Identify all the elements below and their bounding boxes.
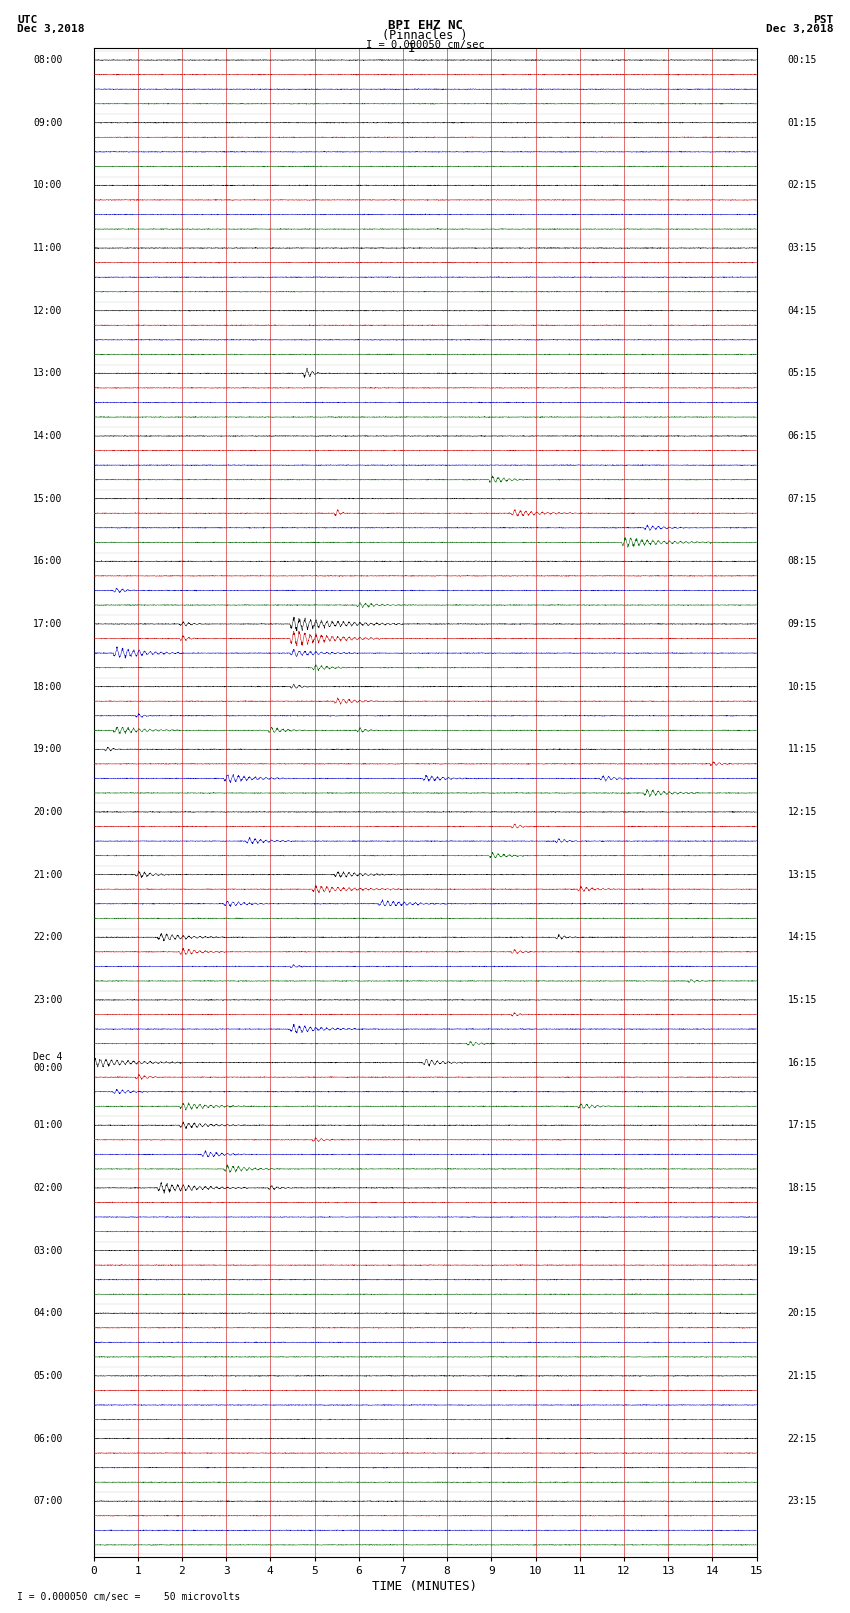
- Text: UTC: UTC: [17, 15, 37, 24]
- Text: 07:15: 07:15: [787, 494, 817, 503]
- Text: 22:00: 22:00: [33, 932, 63, 942]
- Text: 12:15: 12:15: [787, 806, 817, 816]
- Text: 15:15: 15:15: [787, 995, 817, 1005]
- Text: 09:15: 09:15: [787, 619, 817, 629]
- Text: 23:00: 23:00: [33, 995, 63, 1005]
- Text: 06:15: 06:15: [787, 431, 817, 440]
- Text: 17:15: 17:15: [787, 1119, 817, 1131]
- Text: Dec 4
00:00: Dec 4 00:00: [33, 1052, 63, 1073]
- Text: 19:00: 19:00: [33, 744, 63, 755]
- Text: 05:15: 05:15: [787, 368, 817, 379]
- Text: I = 0.000050 cm/sec =    50 microvolts: I = 0.000050 cm/sec = 50 microvolts: [17, 1592, 241, 1602]
- Text: 11:00: 11:00: [33, 244, 63, 253]
- Text: (Pinnacles ): (Pinnacles ): [382, 29, 468, 42]
- Text: 05:00: 05:00: [33, 1371, 63, 1381]
- Text: I = 0.000050 cm/sec: I = 0.000050 cm/sec: [366, 40, 484, 50]
- Text: 11:15: 11:15: [787, 744, 817, 755]
- Text: 03:15: 03:15: [787, 244, 817, 253]
- Text: 16:15: 16:15: [787, 1058, 817, 1068]
- Text: BPI EHZ NC: BPI EHZ NC: [388, 19, 462, 32]
- Text: 09:00: 09:00: [33, 118, 63, 127]
- Text: 01:00: 01:00: [33, 1119, 63, 1131]
- Text: Dec 3,2018: Dec 3,2018: [766, 24, 833, 34]
- Text: 01:15: 01:15: [787, 118, 817, 127]
- Text: 21:00: 21:00: [33, 869, 63, 879]
- Text: 02:15: 02:15: [787, 181, 817, 190]
- Text: 22:15: 22:15: [787, 1434, 817, 1444]
- Text: 16:00: 16:00: [33, 556, 63, 566]
- Text: 18:15: 18:15: [787, 1182, 817, 1194]
- Text: 10:00: 10:00: [33, 181, 63, 190]
- Text: 00:15: 00:15: [787, 55, 817, 65]
- Text: 03:00: 03:00: [33, 1245, 63, 1255]
- Text: 20:00: 20:00: [33, 806, 63, 816]
- Text: I: I: [408, 42, 416, 55]
- Text: 13:15: 13:15: [787, 869, 817, 879]
- Text: 19:15: 19:15: [787, 1245, 817, 1255]
- X-axis label: TIME (MINUTES): TIME (MINUTES): [372, 1579, 478, 1592]
- Text: 14:15: 14:15: [787, 932, 817, 942]
- Text: 21:15: 21:15: [787, 1371, 817, 1381]
- Text: PST: PST: [813, 15, 833, 24]
- Text: 12:00: 12:00: [33, 306, 63, 316]
- Text: 02:00: 02:00: [33, 1182, 63, 1194]
- Text: 17:00: 17:00: [33, 619, 63, 629]
- Text: 08:00: 08:00: [33, 55, 63, 65]
- Text: 04:00: 04:00: [33, 1308, 63, 1318]
- Text: 07:00: 07:00: [33, 1497, 63, 1507]
- Text: 15:00: 15:00: [33, 494, 63, 503]
- Text: 06:00: 06:00: [33, 1434, 63, 1444]
- Text: 13:00: 13:00: [33, 368, 63, 379]
- Text: 18:00: 18:00: [33, 682, 63, 692]
- Text: 08:15: 08:15: [787, 556, 817, 566]
- Text: 04:15: 04:15: [787, 306, 817, 316]
- Text: 20:15: 20:15: [787, 1308, 817, 1318]
- Text: 14:00: 14:00: [33, 431, 63, 440]
- Text: Dec 3,2018: Dec 3,2018: [17, 24, 84, 34]
- Text: 23:15: 23:15: [787, 1497, 817, 1507]
- Text: 10:15: 10:15: [787, 682, 817, 692]
